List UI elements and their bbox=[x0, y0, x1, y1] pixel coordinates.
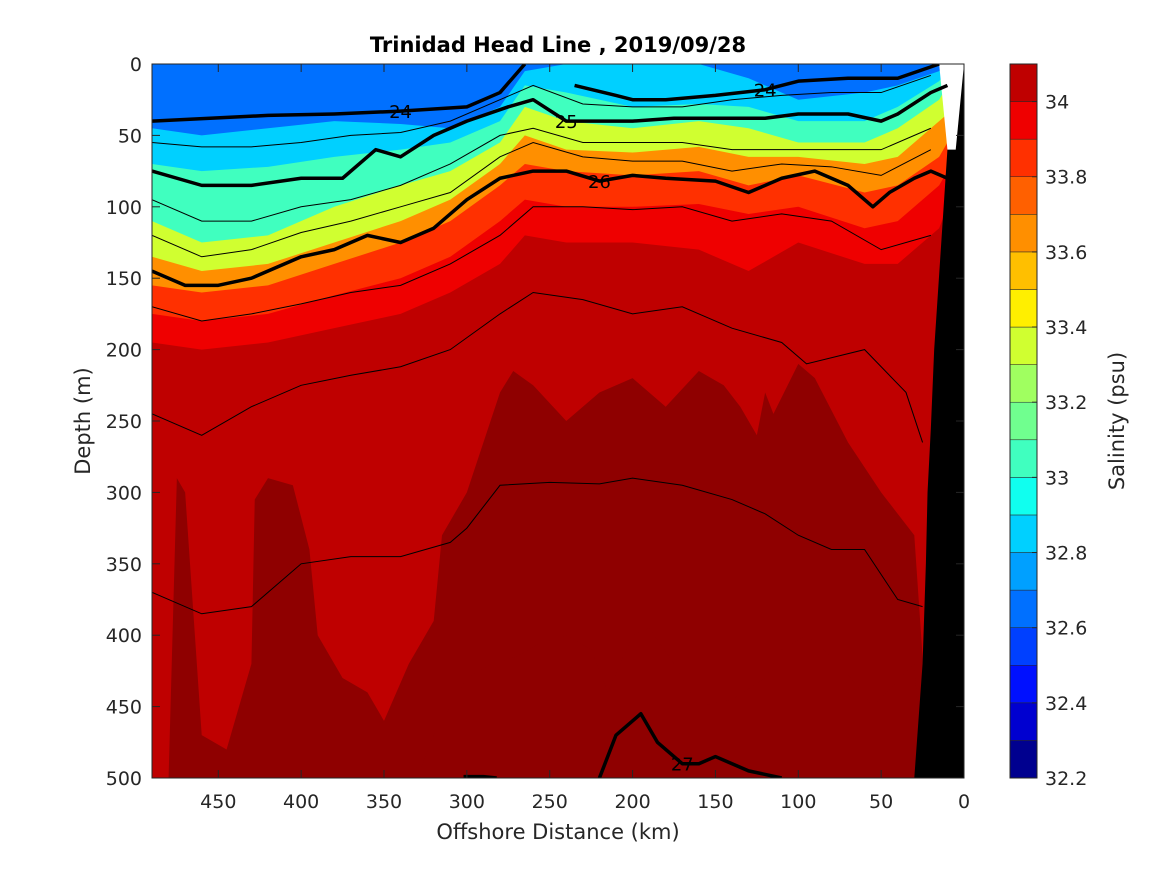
y-tick-label: 200 bbox=[106, 340, 142, 362]
x-tick-label: 100 bbox=[780, 791, 816, 813]
isopycnal-label-24: 24 bbox=[389, 102, 412, 123]
y-tick-label: 50 bbox=[118, 125, 142, 147]
colorbar-label: Salinity (psu) bbox=[1105, 352, 1129, 490]
colorbar-swatch bbox=[1009, 138, 1038, 177]
colorbar-tick-label: 33.6 bbox=[1045, 242, 1087, 264]
colorbar-swatch bbox=[1009, 477, 1038, 516]
y-tick-label: 250 bbox=[106, 411, 142, 433]
colorbar-tick-label: 33 bbox=[1045, 467, 1069, 489]
colorbar-swatch bbox=[1009, 214, 1038, 253]
thin-isopycnal-3 bbox=[152, 206, 931, 322]
y-tick-label: 300 bbox=[106, 482, 142, 504]
colorbar-tick-label: 32.6 bbox=[1045, 618, 1087, 640]
x-tick-label: 0 bbox=[958, 791, 970, 813]
colorbar-swatch bbox=[1009, 627, 1038, 666]
y-tick-label: 500 bbox=[106, 768, 142, 790]
deep-salinity-patch-1 bbox=[417, 628, 923, 778]
colorbar-swatch bbox=[1009, 176, 1038, 215]
colorbar-swatch bbox=[1009, 589, 1038, 628]
colorbar-swatch bbox=[1009, 101, 1038, 140]
isopycnal-25-2 bbox=[152, 83, 949, 188]
colorbar-tick-label: 32.2 bbox=[1045, 768, 1087, 790]
colorbar-swatch bbox=[1009, 514, 1038, 553]
x-tick-label: 350 bbox=[366, 791, 402, 813]
deep-salinity-patch-0 bbox=[152, 363, 931, 778]
y-tick-label: 350 bbox=[106, 554, 142, 576]
isopycnal-27-4 bbox=[597, 711, 783, 778]
colorbar-swatch bbox=[1009, 326, 1038, 365]
isopycnal-label-25: 25 bbox=[555, 112, 578, 133]
isopycnal-label-26: 26 bbox=[588, 172, 611, 193]
chart-title: Trinidad Head Line , 2019/09/28 bbox=[370, 33, 746, 57]
x-axis-label: Offshore Distance (km) bbox=[436, 820, 679, 844]
colorbar: 32.2 32.4 32.6 32.8 33 33.2 33.4 33.6 33.8 34 bbox=[1009, 63, 1087, 790]
thin-isopycnal-2 bbox=[152, 142, 932, 258]
colorbar-swatch bbox=[1009, 289, 1038, 328]
colorbar-swatch bbox=[1009, 401, 1038, 441]
isopycnal-24-1 bbox=[574, 64, 940, 102]
colorbar-swatch bbox=[1009, 552, 1038, 591]
thin-isopycnal-4 bbox=[152, 291, 924, 443]
x-axis: 450 400 350 300 250 200 150 100 50 0 bbox=[200, 64, 970, 813]
colorbar-tick-label: 33.4 bbox=[1045, 317, 1087, 339]
bathymetry bbox=[914, 64, 964, 778]
isopycnal-24-0 bbox=[152, 64, 527, 123]
x-tick-label: 200 bbox=[614, 791, 650, 813]
colorbar-swatch bbox=[1009, 665, 1038, 704]
colorbar-swatch bbox=[1009, 740, 1038, 779]
x-tick-label: 150 bbox=[697, 791, 733, 813]
y-tick-label: 150 bbox=[106, 268, 142, 290]
density-contour-lines: 24 24 25 26 27 bbox=[152, 64, 949, 778]
x-tick-label: 300 bbox=[449, 791, 485, 813]
colorbar-tick-label: 32.8 bbox=[1045, 543, 1087, 565]
y-tick-label: 100 bbox=[106, 197, 142, 219]
x-tick-label: 450 bbox=[200, 791, 236, 813]
y-tick-label: 0 bbox=[130, 54, 142, 76]
salinity-band-6 bbox=[152, 64, 948, 136]
colorbar-swatch bbox=[1009, 63, 1038, 102]
colorbar-tick-label: 33.2 bbox=[1045, 392, 1087, 414]
thin-isopycnal-5 bbox=[152, 477, 923, 615]
isopycnal-label-27: 27 bbox=[671, 755, 694, 776]
thin-isopycnal-1 bbox=[152, 127, 932, 222]
y-axis: 0 50 100 150 200 250 300 350 400 450 500 bbox=[106, 54, 964, 790]
colorbar-tick-label: 34 bbox=[1045, 92, 1069, 114]
colorbar-tick-label: 33.8 bbox=[1045, 167, 1087, 189]
thin-isopycnal-0 bbox=[152, 74, 932, 148]
colorbar-swatch bbox=[1009, 702, 1038, 741]
colorbar-border bbox=[1009, 63, 1038, 779]
salinity-contour-fills bbox=[152, 64, 964, 778]
isopycnal-26-3 bbox=[152, 169, 949, 288]
y-axis-label: Depth (m) bbox=[71, 367, 95, 474]
y-tick-label: 400 bbox=[106, 625, 142, 647]
y-tick-label: 450 bbox=[106, 697, 142, 719]
x-tick-label: 400 bbox=[283, 791, 319, 813]
colorbar-swatch bbox=[1009, 364, 1038, 403]
x-tick-label: 50 bbox=[869, 791, 893, 813]
colorbar-tick-label: 32.4 bbox=[1045, 693, 1087, 715]
x-tick-label: 250 bbox=[532, 791, 568, 813]
colorbar-swatch bbox=[1009, 439, 1038, 478]
isopycnal-label-24: 24 bbox=[754, 81, 777, 102]
colorbar-swatch bbox=[1009, 251, 1038, 290]
